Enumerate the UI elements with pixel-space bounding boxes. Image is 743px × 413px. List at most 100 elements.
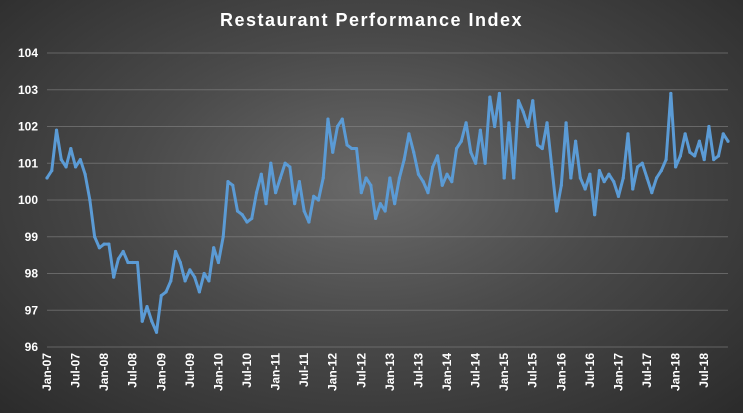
data-point xyxy=(112,275,116,279)
data-point xyxy=(464,121,468,125)
data-point xyxy=(574,139,578,143)
data-point xyxy=(645,176,649,180)
data-point xyxy=(569,176,573,180)
data-point xyxy=(193,275,197,279)
data-point xyxy=(93,235,97,239)
data-point xyxy=(340,117,344,121)
x-tick-label: Jan-10 xyxy=(211,353,225,391)
data-point xyxy=(245,220,249,224)
data-point xyxy=(235,209,240,213)
data-point xyxy=(240,213,244,217)
data-point xyxy=(459,139,463,143)
data-point xyxy=(612,180,616,184)
data-point xyxy=(678,154,682,158)
x-tick-label: Jul-08 xyxy=(126,353,140,388)
data-point xyxy=(178,260,182,265)
x-tick-label: Jan-11 xyxy=(269,353,283,391)
data-point xyxy=(312,194,316,198)
data-point xyxy=(516,99,521,103)
x-tick-label: Jan-07 xyxy=(40,353,54,391)
data-point xyxy=(616,194,621,198)
data-point xyxy=(702,157,706,162)
data-point xyxy=(264,202,268,206)
y-tick-label: 103 xyxy=(18,83,38,97)
data-point xyxy=(369,183,373,187)
data-point xyxy=(54,128,59,132)
x-tick-label: Jul-10 xyxy=(240,353,254,388)
data-point xyxy=(602,180,606,184)
data-point xyxy=(335,124,340,129)
data-point xyxy=(288,165,292,169)
x-tick-label: Jul-07 xyxy=(69,353,83,388)
data-point xyxy=(450,180,454,184)
x-tick-label: Jan-14 xyxy=(440,353,454,391)
x-tick-label: Jan-15 xyxy=(497,353,511,391)
data-point xyxy=(664,157,668,162)
data-point xyxy=(388,176,392,180)
data-point xyxy=(483,161,487,165)
data-point xyxy=(674,165,678,169)
data-point xyxy=(512,176,516,180)
data-point xyxy=(545,121,549,125)
data-point xyxy=(350,146,354,151)
data-point xyxy=(297,180,301,184)
data-point xyxy=(321,176,325,180)
data-point xyxy=(216,260,221,265)
x-tick-label: Jan-09 xyxy=(154,353,168,391)
data-point xyxy=(140,319,144,323)
data-point xyxy=(669,91,673,96)
x-tick-label: Jul-09 xyxy=(183,353,197,388)
x-tick-label: Jul-14 xyxy=(469,353,483,388)
data-point xyxy=(488,95,492,99)
data-point xyxy=(440,183,444,187)
y-tick-label: 102 xyxy=(18,120,38,134)
x-tick-label: Jan-16 xyxy=(554,353,568,391)
data-point xyxy=(202,271,206,276)
x-tick-label: Jan-12 xyxy=(326,353,340,391)
data-point xyxy=(212,246,216,250)
data-point xyxy=(183,279,187,283)
data-point xyxy=(150,319,154,323)
data-point xyxy=(721,132,725,136)
data-point xyxy=(707,124,711,129)
data-point xyxy=(359,191,363,195)
data-point xyxy=(59,157,63,162)
data-point xyxy=(597,169,602,173)
data-point xyxy=(278,176,282,180)
data-point xyxy=(588,172,592,176)
data-point xyxy=(378,202,382,206)
data-point xyxy=(145,304,149,309)
data-point xyxy=(431,165,435,169)
data-point xyxy=(564,121,568,125)
data-point xyxy=(88,198,92,202)
data-point xyxy=(154,330,159,334)
data-point xyxy=(454,146,459,151)
data-point xyxy=(531,99,535,103)
data-point xyxy=(402,157,406,162)
y-tick-label: 97 xyxy=(25,303,39,317)
data-point xyxy=(273,191,278,195)
data-point xyxy=(307,220,311,224)
data-point xyxy=(226,180,230,184)
x-tick-label: Jul-11 xyxy=(297,353,311,387)
data-point xyxy=(116,257,121,261)
chart-title: Restaurant Performance Index xyxy=(219,10,524,30)
data-point xyxy=(593,213,597,217)
data-point xyxy=(507,121,511,125)
data-point xyxy=(50,169,54,173)
data-point xyxy=(373,216,378,220)
data-point xyxy=(693,154,697,158)
data-point xyxy=(716,154,721,158)
data-point xyxy=(69,146,73,151)
data-point xyxy=(474,161,478,165)
data-point xyxy=(578,176,582,180)
data-point xyxy=(159,293,163,298)
x-axis-tick-labels: Jan-07 Jul-07 Jan-08 Jul-08 Jan-09 Jul-09 Jan-… xyxy=(40,353,711,391)
data-point xyxy=(535,143,540,147)
y-tick-label: 98 xyxy=(25,267,39,281)
data-point xyxy=(269,161,273,165)
data-point xyxy=(364,176,368,180)
data-point xyxy=(493,124,497,129)
data-point xyxy=(354,146,359,151)
